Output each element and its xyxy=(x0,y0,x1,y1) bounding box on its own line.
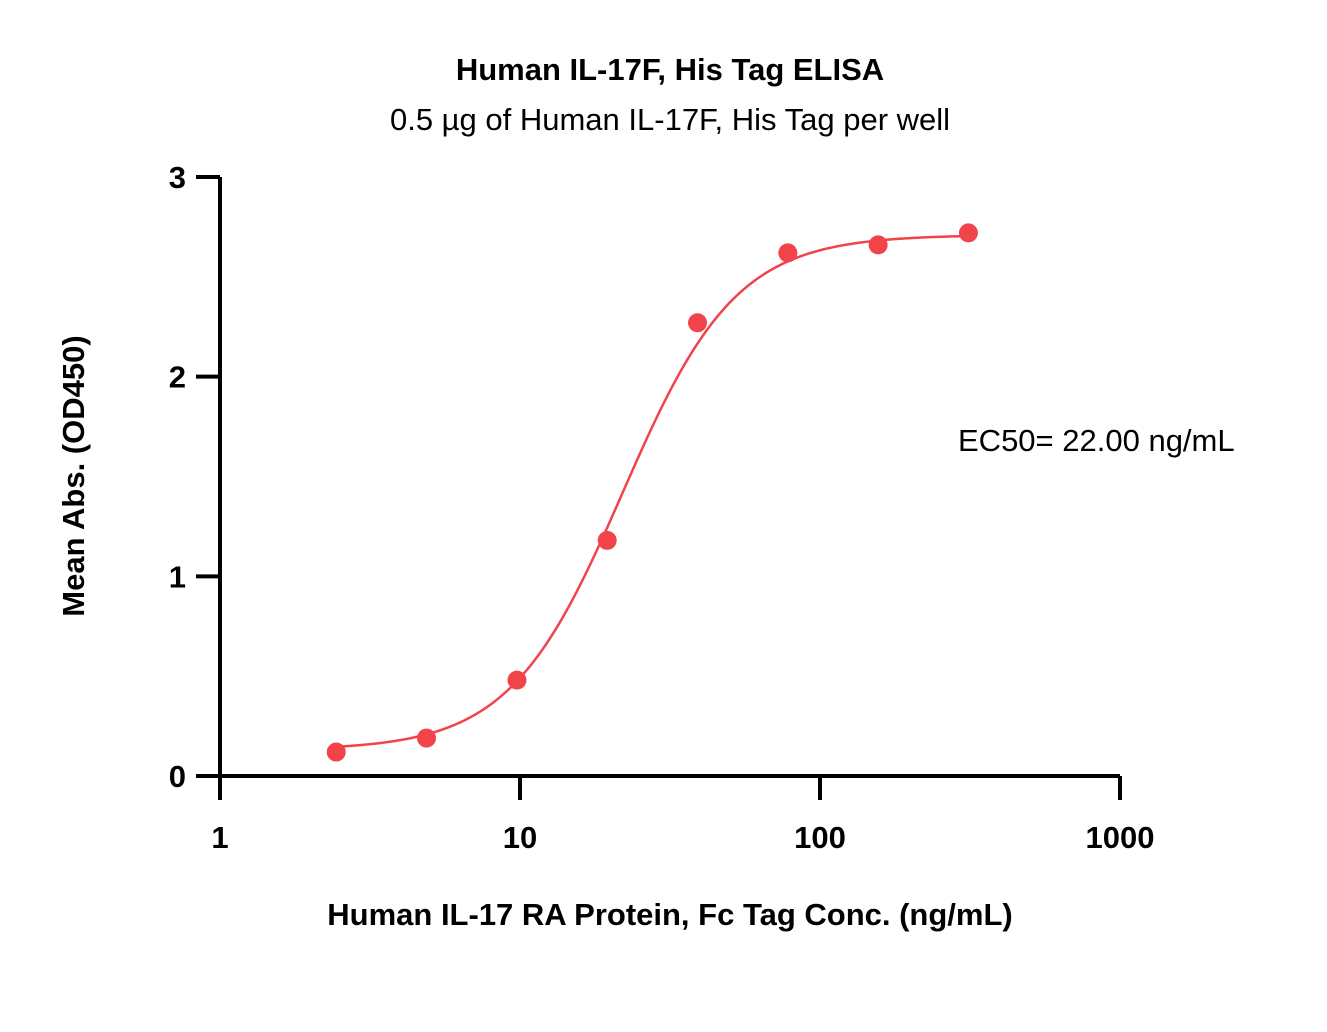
y-tick-label: 0 xyxy=(169,759,186,794)
y-axis-label: Mean Abs. (OD450) xyxy=(56,335,91,616)
data-point xyxy=(778,243,798,263)
x-axis-ticks: 1 10 100 1000 xyxy=(211,776,1154,855)
data-point xyxy=(958,223,978,243)
data-point xyxy=(507,670,527,690)
y-tick-label: 1 xyxy=(169,559,186,594)
x-tick-label: 1000 xyxy=(1086,820,1155,855)
y-axis-ticks: 0 1 2 3 xyxy=(169,160,220,794)
data-point xyxy=(597,530,617,550)
y-tick-label: 2 xyxy=(169,360,186,395)
data-point xyxy=(688,313,708,333)
data-point xyxy=(326,742,346,762)
data-point xyxy=(417,728,437,748)
fit-curve xyxy=(336,234,969,749)
y-tick-label: 3 xyxy=(169,160,186,195)
x-tick-label: 10 xyxy=(503,820,537,855)
x-axis-label: Human IL-17 RA Protein, Fc Tag Conc. (ng… xyxy=(327,897,1012,932)
fit-curve-layer xyxy=(336,234,969,749)
x-tick-label: 100 xyxy=(794,820,846,855)
ec50-annotation: EC50= 22.00 ng/mL xyxy=(958,423,1235,458)
chart-subtitle: 0.5 µg of Human IL-17F, His Tag per well xyxy=(390,102,950,137)
chart-title: Human IL-17F, His Tag ELISA xyxy=(456,52,884,87)
data-points-layer xyxy=(326,223,978,762)
x-tick-label: 1 xyxy=(211,820,228,855)
data-point xyxy=(868,235,888,255)
